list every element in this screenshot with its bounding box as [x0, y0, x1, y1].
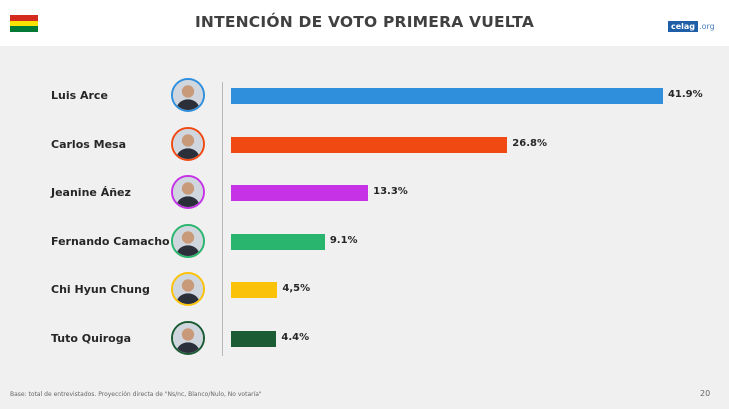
footer-band: [0, 370, 729, 409]
celag-logo: celag .org: [668, 20, 715, 32]
bar: [231, 88, 663, 104]
bar-value-label: 4,5%: [282, 283, 311, 294]
bolivia-flag-icon: [10, 15, 38, 32]
logo-suffix: .org: [699, 21, 715, 31]
bar-value-label: 13.3%: [373, 186, 408, 197]
fernando-camacho-avatar-icon: [171, 223, 205, 258]
chart-axis-line: [222, 82, 223, 356]
bar-value-label: 4.4%: [281, 331, 310, 343]
bar-value-label: 41.9%: [667, 89, 703, 100]
candidate-name: Luis Arce: [51, 89, 108, 102]
footer-note: Base: total de entrevistados. Proyección…: [10, 391, 262, 398]
bar: [231, 233, 325, 250]
bar-row: Fernando Camacho 9.1%: [0, 222, 729, 262]
bar-row: Chi Hyun Chung 4,5%: [0, 270, 729, 310]
carlos-mesa-avatar-icon: [171, 126, 205, 161]
candidate-name: Chi Hyun Chung: [51, 283, 150, 296]
page-title: INTENCIÓN DE VOTO PRIMERA VUELTA: [194, 13, 535, 31]
bar-row: Carlos Mesa 26.8%: [0, 125, 729, 165]
candidate-name: Fernando Camacho: [51, 234, 170, 248]
bar-row: Jeanine Áñez 13.3%: [0, 173, 729, 213]
bar: [231, 330, 277, 347]
bar: [231, 282, 278, 298]
logo-main: celag: [668, 20, 699, 32]
bar-value-label: 26.8%: [512, 137, 547, 149]
luis-arce-avatar-icon: [171, 78, 205, 112]
bar-row: Tuto Quiroga 4.4%: [0, 319, 729, 359]
page-number: 20: [700, 389, 711, 398]
bar-value-label: 9.1%: [329, 234, 358, 246]
candidate-name: Carlos Mesa: [51, 137, 127, 151]
bar-row: Luis Arce 41.9%: [0, 76, 729, 116]
candidate-name: Jeanine Áñez: [51, 186, 131, 199]
slide-header: INTENCIÓN DE VOTO PRIMERA VUELTA celag .…: [0, 0, 729, 46]
candidate-name: Tuto Quiroga: [51, 331, 132, 345]
jeanine-anez-avatar-icon: [171, 175, 205, 209]
bar: [231, 185, 369, 201]
chi-hyun-chung-avatar-icon: [171, 272, 205, 306]
bar: [231, 136, 508, 153]
tuto-quiroga-avatar-icon: [171, 320, 205, 355]
